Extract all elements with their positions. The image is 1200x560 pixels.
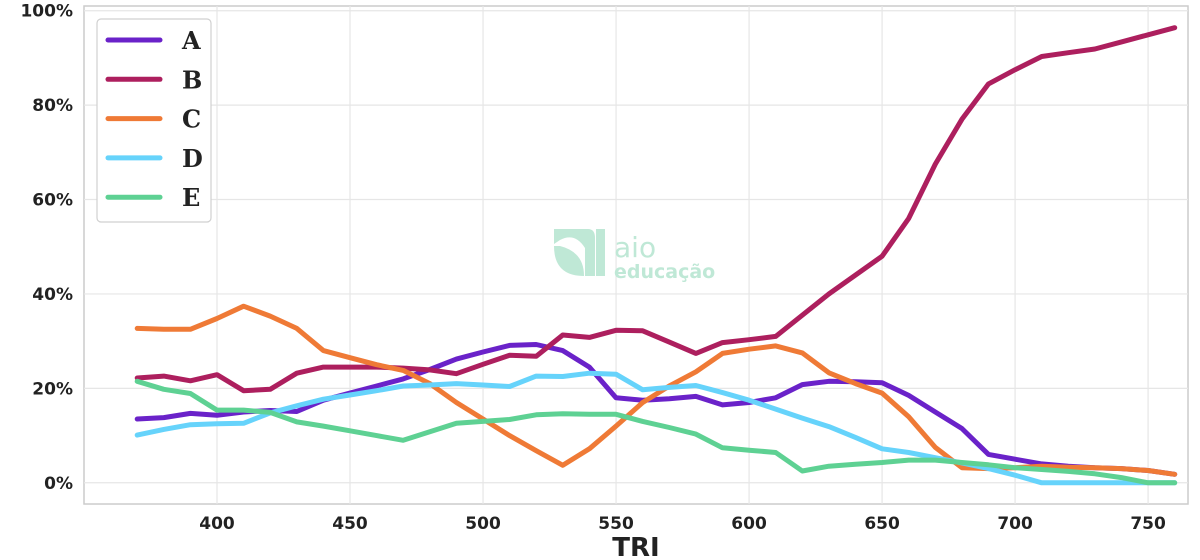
aio-educacao-watermark: aio educação <box>554 229 715 283</box>
legend-label-d: D <box>182 144 203 173</box>
x-tick-label: 600 <box>731 514 767 534</box>
legend-label-c: C <box>182 105 201 134</box>
x-tick-label: 400 <box>199 514 235 534</box>
y-axis-ticks: 0% 20% 40% 60% 80% 100% <box>20 2 73 494</box>
x-tick-label: 450 <box>332 514 368 534</box>
x-axis-title: TRI <box>612 533 659 560</box>
series-line-a <box>134 342 1178 477</box>
y-tick-label: 80% <box>32 96 73 116</box>
y-tick-label: 0% <box>44 474 73 494</box>
series-lines <box>134 25 1178 486</box>
y-tick-label: 100% <box>20 2 73 22</box>
y-tick-label: 60% <box>32 191 73 211</box>
x-tick-label: 550 <box>598 514 634 534</box>
x-axis-ticks: 400 450 500 550 600 650 700 750 <box>199 514 1166 534</box>
y-tick-label: 20% <box>32 379 73 399</box>
series-line-d <box>134 370 1178 486</box>
x-tick-label: 500 <box>465 514 501 534</box>
y-tick-label: 40% <box>32 285 73 305</box>
legend-label-a: A <box>181 26 201 55</box>
x-tick-label: 650 <box>864 514 900 534</box>
legend-label-b: B <box>182 65 202 94</box>
legend-label-e: E <box>182 183 200 212</box>
watermark-line-2: educação <box>614 261 715 283</box>
series-line-e <box>134 378 1178 486</box>
watermark-line-1: aio <box>614 231 656 264</box>
series-line-b <box>134 25 1178 394</box>
x-tick-label: 750 <box>1130 514 1166 534</box>
x-tick-label: 700 <box>997 514 1033 534</box>
aio-logo-icon <box>554 229 605 276</box>
